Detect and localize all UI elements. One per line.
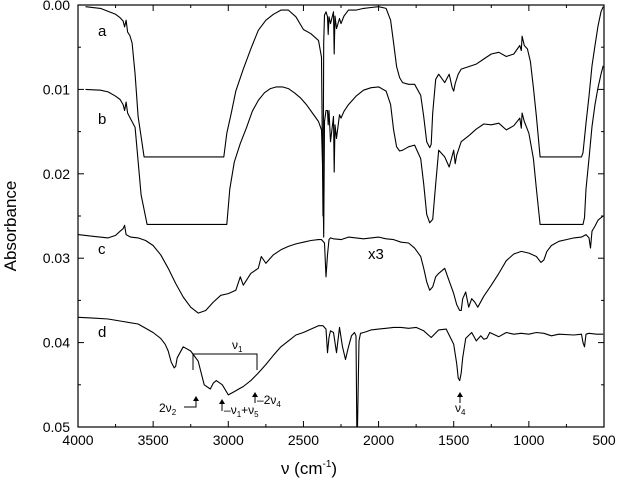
annotation-nu4: ν4 — [455, 401, 466, 417]
x-tick-label: 2000 — [363, 432, 394, 448]
x-axis-title: ν (cm-1) — [281, 459, 337, 478]
trace-label-b: b — [98, 111, 106, 128]
x-tick-label: 4000 — [62, 432, 93, 448]
arrowhead-nu4 — [457, 392, 463, 397]
x-tick-label: 1000 — [513, 432, 544, 448]
y-tick-label: 0.02 — [43, 166, 70, 182]
y-tick-label: 0.05 — [43, 419, 70, 435]
x-tick-label: 2500 — [288, 432, 319, 448]
axis-tick-labels: 4000 3500 3000 2500 2000 1500 1000 500 0.00 0.01 0… — [43, 0, 616, 448]
trace-a — [85, 6, 604, 217]
annotation-x3: x3 — [368, 246, 384, 263]
trace-c — [77, 215, 604, 314]
annotation-nu1-plus-nu5: –ν1+ν5 — [224, 403, 259, 419]
trace-label-d: d — [98, 324, 106, 341]
arrowhead-nu1-nu5 — [219, 399, 225, 404]
x-tick-label: 3000 — [213, 432, 244, 448]
x-tick-label: 3500 — [138, 432, 169, 448]
plot-frame — [77, 4, 605, 428]
annotation-2nu2: 2ν2 — [159, 401, 177, 417]
trace-label-c: c — [98, 241, 106, 258]
trace-label-a: a — [98, 23, 107, 40]
x-tick-label: 1500 — [438, 432, 469, 448]
trace-d — [77, 316, 604, 428]
y-tick-label: 0.01 — [43, 81, 70, 97]
y-tick-label: 0.03 — [43, 250, 70, 266]
y-tick-label: 0.00 — [43, 0, 70, 13]
arrowhead-2nu4 — [252, 392, 258, 397]
nu1-bracket — [192, 353, 258, 370]
axis-ticks — [77, 4, 605, 428]
annotation-nu1: ν1 — [232, 338, 243, 354]
y-axis-title: Absorbance — [1, 181, 20, 272]
arrowhead-2nu2 — [193, 396, 199, 401]
spectra-traces — [77, 6, 604, 428]
trace-b — [85, 65, 604, 238]
annotation-2nu4: –2ν4 — [257, 393, 281, 409]
y-tick-label: 0.04 — [43, 335, 70, 351]
x-tick-label: 500 — [592, 432, 616, 448]
